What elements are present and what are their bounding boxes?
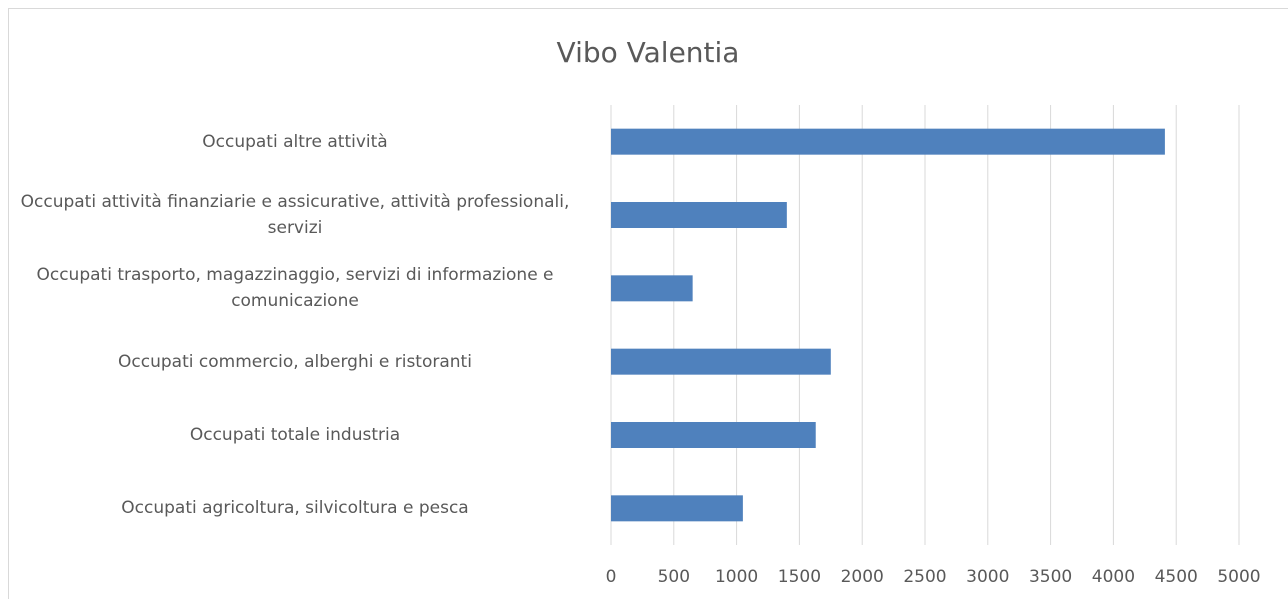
x-tick-label: 3500 bbox=[1029, 567, 1072, 587]
x-tick-label: 5000 bbox=[1217, 567, 1260, 587]
x-tick-label: 3000 bbox=[966, 567, 1009, 587]
bar bbox=[611, 275, 693, 302]
y-tick-label: Occupati attività finanziarie e assicura… bbox=[20, 192, 570, 238]
bar bbox=[611, 495, 743, 522]
chart-title: Vibo Valentia bbox=[557, 36, 740, 69]
y-tick-label: Occupati trasporto, magazzinaggio, servi… bbox=[36, 265, 554, 312]
bar bbox=[611, 202, 787, 228]
bar bbox=[611, 128, 1165, 155]
bar bbox=[611, 348, 831, 375]
x-tick-label: 2500 bbox=[903, 567, 946, 587]
x-tick-label: 4500 bbox=[1155, 567, 1198, 587]
y-tick-label: Occupati totale industria bbox=[189, 425, 401, 445]
x-tick-label: 1000 bbox=[715, 567, 758, 587]
x-tick-label: 1500 bbox=[778, 567, 821, 587]
x-tick-label: 0 bbox=[606, 567, 617, 587]
y-tick-label: Occupati agricoltura, silvicoltura e pes… bbox=[121, 498, 469, 519]
chart-border bbox=[8, 8, 1288, 599]
y-tick-label: Occupati altre attività bbox=[202, 131, 388, 152]
x-tick-label: 4000 bbox=[1092, 567, 1135, 587]
bar bbox=[611, 422, 816, 448]
x-tick-label: 500 bbox=[658, 567, 690, 587]
x-tick-label: 2000 bbox=[841, 567, 884, 587]
y-tick-label: Occupati commercio, alberghi e ristorant… bbox=[118, 351, 472, 372]
